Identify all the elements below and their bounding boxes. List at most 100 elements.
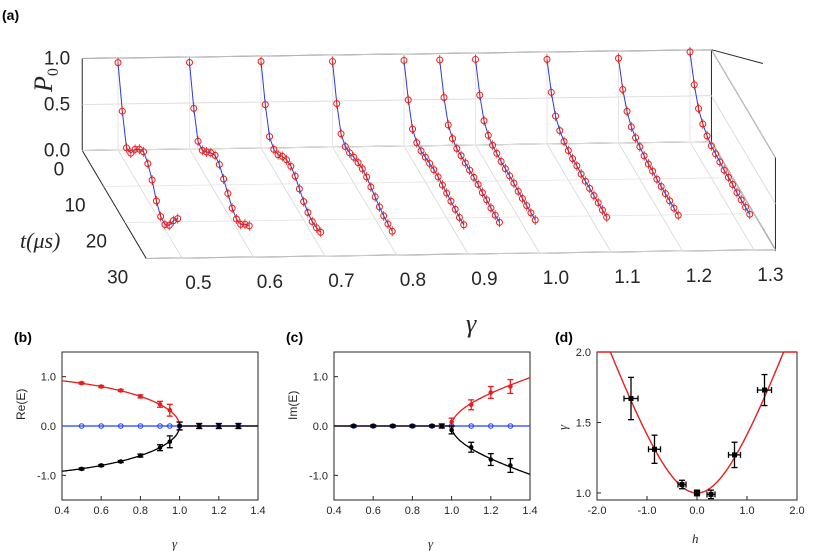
panel-a-gamma-tick: 1.2 xyxy=(686,266,712,287)
panel-a-data-point xyxy=(371,193,379,201)
panel-a-data-point xyxy=(220,175,228,183)
panel-a-gridline xyxy=(332,146,397,256)
x-tick-label: -1.0 xyxy=(638,505,657,517)
panel-a-data-point xyxy=(461,159,469,167)
fit-curve xyxy=(597,351,797,494)
panel-a-data-point xyxy=(483,196,491,204)
panel-a-box-edge xyxy=(711,49,764,64)
panel-a-data-point xyxy=(472,55,479,63)
panel-a-data-point xyxy=(237,220,245,228)
data-point xyxy=(78,423,85,429)
data-point xyxy=(468,423,475,429)
panel-c-ylabel: Im(E) xyxy=(286,391,300,420)
x-tick-label: 0.6 xyxy=(366,505,381,517)
panel-a-data-point xyxy=(257,58,265,66)
panel-a-data-point xyxy=(190,104,198,112)
data-point xyxy=(137,423,144,429)
panel-a-p-tick: 0.5 xyxy=(44,95,70,116)
panel-a-data-point xyxy=(174,215,182,223)
panel-a-data-point xyxy=(569,155,577,163)
panel-a-data-point xyxy=(438,181,446,189)
data-point xyxy=(216,423,222,429)
panel-a-gamma-tick: 0.9 xyxy=(471,269,497,290)
panel-a-data-point xyxy=(291,172,299,180)
y-tick-label: 1.0 xyxy=(41,372,56,384)
y-tick-label: -1.0 xyxy=(309,470,328,482)
panel-a-gridline xyxy=(117,149,183,259)
data-point xyxy=(196,423,202,429)
data-point xyxy=(439,423,445,429)
panel-a-data-point xyxy=(737,196,745,204)
panel-a-gridline xyxy=(146,249,776,259)
panel-a-gridline xyxy=(124,213,755,223)
panel-a-data-point xyxy=(552,112,560,120)
panel-a-data-point xyxy=(266,133,274,141)
x-tick-label: 0.0 xyxy=(689,505,704,517)
panel-a-data-point xyxy=(666,197,674,205)
panel-a-data-point xyxy=(636,143,644,151)
panel-a-data-point xyxy=(194,137,202,145)
panel-a-gamma-tick: 1.0 xyxy=(543,268,569,289)
panel-a-data-point xyxy=(560,138,568,146)
panel-a-data-point xyxy=(165,221,173,229)
panel-a-data-point xyxy=(453,145,461,153)
panel-a-data-point xyxy=(556,127,564,135)
data-point xyxy=(79,466,84,472)
panel-a-data-point xyxy=(232,215,240,223)
panel-a-data-point xyxy=(388,227,396,235)
panel-a-data-point xyxy=(484,131,492,139)
panel-a-gridline xyxy=(260,147,326,257)
panel-a-gridline xyxy=(475,144,540,254)
panel-c-chart: 0.4 0.6 0.8 1.0 1.2 1.4 1.0 0.0 -1.0 xyxy=(309,351,538,517)
panel-a-data-point xyxy=(443,189,451,197)
panel-a-data-point xyxy=(590,192,598,200)
panel-a-data-point xyxy=(241,220,249,228)
panel-a-data-point xyxy=(577,170,585,178)
data-point xyxy=(762,387,767,393)
y-tick-label: 0.0 xyxy=(313,421,328,433)
data-point xyxy=(429,423,435,429)
panel-a-tlabel: t(μs) xyxy=(20,228,60,253)
panel-a-data-point xyxy=(615,54,622,62)
panel-a-data-point xyxy=(703,132,711,140)
panel-a-data-point xyxy=(712,150,720,158)
data-point xyxy=(488,457,494,462)
panel-a-gridline xyxy=(689,141,755,251)
panel-a-data-point xyxy=(434,173,442,181)
panel-a-data-point xyxy=(480,117,488,125)
panel-a-data-point xyxy=(690,81,698,89)
data-point xyxy=(390,423,396,429)
data-point xyxy=(118,388,124,393)
panel-b-ylabel: Re(E) xyxy=(14,389,28,420)
panel-a-t-tick: 0 xyxy=(54,160,65,181)
data-point xyxy=(167,423,173,429)
panel-a-data-point xyxy=(295,185,303,193)
panel-a-data-point xyxy=(278,152,286,160)
panel-a-data-point xyxy=(211,151,219,159)
panel-a-data-point xyxy=(455,214,463,222)
panel-a-data-point xyxy=(224,190,232,198)
panel-a-data-point xyxy=(203,148,211,156)
data-point xyxy=(508,384,513,389)
data-point xyxy=(507,423,514,429)
x-tick-label: 1.0 xyxy=(444,505,459,517)
panel-a-data-point xyxy=(495,218,503,226)
x-tick-label: 0.8 xyxy=(405,505,420,517)
data-point xyxy=(410,423,415,429)
panel-a-data-point xyxy=(317,228,325,236)
panel-a-gridline xyxy=(82,95,712,105)
panel-a-data-point xyxy=(346,149,354,157)
y-tick-label: -1.0 xyxy=(37,470,56,482)
panel-a-data-point xyxy=(653,175,661,183)
data-point xyxy=(449,419,454,425)
panel-a-p-tick: 1.0 xyxy=(44,49,70,70)
data-point xyxy=(468,402,474,408)
panel-a-data-point xyxy=(304,208,312,216)
panel-a-data-point xyxy=(329,57,336,65)
panel-a-data-point xyxy=(564,147,572,155)
panel-a-data-point xyxy=(451,205,459,213)
panel-a-data-point xyxy=(312,224,320,232)
x-tick-label: 1.0 xyxy=(739,505,754,517)
